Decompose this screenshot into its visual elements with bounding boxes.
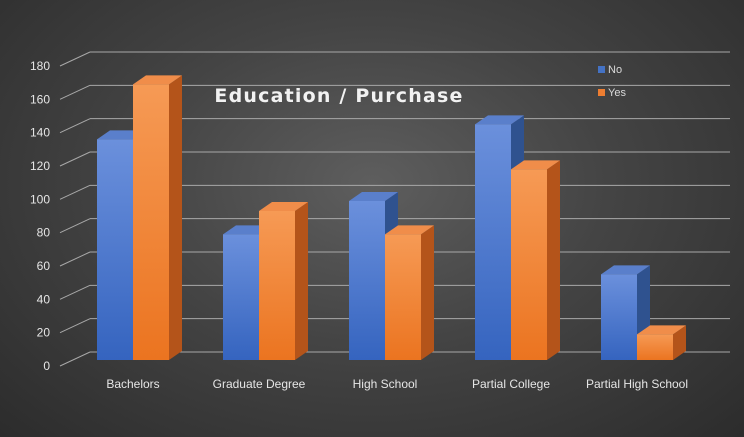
y-tick-label: 0 [43,359,50,373]
legend-label: No [608,64,622,76]
legend: No Yes [598,64,626,99]
legend-label: Yes [608,87,626,99]
x-category-label: Partial College [472,377,550,391]
bar-top [133,75,182,85]
bar-yes-1 [259,202,308,360]
gridline-diag [59,151,91,167]
legend-swatch [598,66,605,73]
bar-front [475,124,511,360]
bar-top [385,225,434,235]
bar-yes-0 [133,75,182,360]
bar-side [295,202,308,360]
bars [97,75,686,360]
gridline-diag [59,184,91,200]
x-axis: Bachelors Graduate Degree High School Parti… [106,377,688,391]
y-tick-label: 60 [37,259,51,273]
gridline-diag [59,51,91,67]
bar-yes-4 [637,325,686,360]
gridline-diag [59,118,91,134]
gridline-diag [59,251,91,267]
x-category-label: Partial High School [586,377,688,391]
bar-front [637,334,673,360]
y-tick-label: 180 [30,59,50,73]
legend-swatch [598,89,605,96]
bar-front [223,234,259,360]
bar-top [349,192,398,201]
bar-side [673,325,686,360]
y-tick-label: 80 [37,226,51,240]
gridline-diag [59,351,91,367]
y-tick-label: 120 [30,159,50,173]
bar-yes-3 [511,160,560,360]
bar-top [511,160,560,170]
y-tick-label: 160 [30,92,50,106]
gridline-diag [59,284,91,300]
gridline-diag [59,84,91,100]
x-category-label: Graduate Degree [213,377,306,391]
y-axis: 0 20 40 60 80 100 120 140 160 180 [30,59,50,373]
bar-side [169,75,182,360]
y-tick-label: 100 [30,192,50,206]
y-tick-label: 140 [30,126,50,140]
bar-front [601,274,637,360]
bar-front [97,139,133,360]
bar-yes-2 [385,225,434,360]
chart-title: Education / Purchase [214,85,463,107]
bar-top [259,202,308,211]
gridline-diag [59,218,91,234]
bar-front [385,234,421,360]
bar-side [421,225,434,360]
y-tick-label: 40 [37,292,51,306]
bar-front [133,84,169,360]
bar-top [637,325,686,335]
bar-side [547,160,560,360]
bar-top [601,265,650,275]
bar-front [511,169,547,360]
x-category-label: Bachelors [106,377,159,391]
x-category-label: High School [353,377,418,391]
gridline-diag [59,318,91,334]
bar-front [349,201,385,360]
bar-front [259,211,295,360]
bar-top [475,115,524,125]
y-tick-label: 20 [37,326,51,340]
